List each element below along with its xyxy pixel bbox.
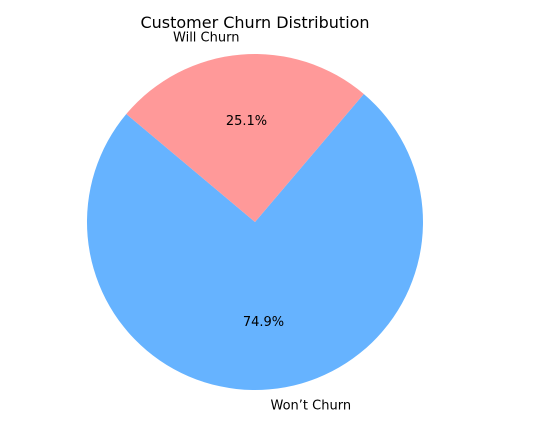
pie-slices — [86, 54, 423, 391]
pie-slice-2 — [126, 54, 364, 222]
slice-label-1: Won’t Churn — [271, 399, 352, 414]
slice-label-2: Will Churn — [173, 30, 239, 45]
slice-percent-2: 25.1% — [226, 114, 267, 129]
pie-labels: Won’t Churn 74.9% Will Churn 25.1% — [173, 30, 351, 413]
slice-percent-1: 74.9% — [243, 315, 284, 330]
chart-title: Customer Churn Distribution — [140, 13, 369, 32]
pie-slice-1 — [86, 93, 423, 391]
